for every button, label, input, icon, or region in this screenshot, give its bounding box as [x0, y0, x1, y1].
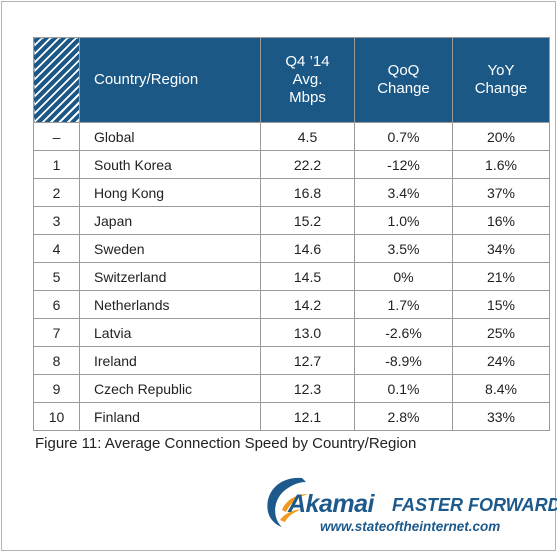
yoy-change-cell: 20% [452, 122, 550, 151]
yoy-header-line1: YoY [487, 62, 515, 79]
avg-mbps-cell: 16.8 [260, 178, 355, 207]
logo-url: www.stateoftheinternet.com [320, 519, 501, 534]
qoq-header-line1: QoQ [387, 62, 420, 79]
avg-mbps-cell: 12.7 [260, 346, 355, 375]
yoy-change-cell: 33% [452, 402, 550, 431]
table-row: 9 Czech Republic 12.3 0.1% 8.4% [33, 374, 550, 403]
avg-mbps-cell: 15.2 [260, 206, 355, 235]
yoy-change-cell: 15% [452, 290, 550, 319]
qoq-change-cell: 0.1% [354, 374, 453, 403]
avg-header-line3: Mbps [289, 89, 326, 106]
qoq-change-cell: 3.4% [354, 178, 453, 207]
avg-mbps-cell: 14.2 [260, 290, 355, 319]
yoy-header-line2: Change [474, 80, 528, 97]
country-cell: Netherlands [79, 290, 261, 319]
rank-cell: 4 [33, 234, 80, 263]
yoy-change-cell: 1.6% [452, 150, 550, 179]
yoy-change-cell: 34% [452, 234, 550, 263]
country-cell: Switzerland [79, 262, 261, 291]
yoy-change-cell: 37% [452, 178, 550, 207]
rank-header [33, 37, 80, 123]
country-header: Country/Region [79, 37, 261, 123]
qoq-change-cell: 3.5% [354, 234, 453, 263]
avg-mbps-cell: 14.5 [260, 262, 355, 291]
akamai-swoosh-icon [267, 477, 308, 527]
yoy-change-cell: 21% [452, 262, 550, 291]
rank-cell: – [33, 122, 80, 151]
country-cell: Sweden [79, 234, 261, 263]
avg-mbps-cell: 12.3 [260, 374, 355, 403]
qoq-change-header: QoQ Change [354, 37, 453, 123]
country-cell: Global [79, 122, 261, 151]
yoy-change-cell: 25% [452, 318, 550, 347]
country-cell: Finland [79, 402, 261, 431]
table-row: 7 Latvia 13.0 -2.6% 25% [33, 318, 550, 347]
logo-tagline: FASTER FORWARD [392, 495, 557, 515]
rank-cell: 7 [33, 318, 80, 347]
table-row: 3 Japan 15.2 1.0% 16% [33, 206, 550, 235]
table-header-row: Country/Region Q4 ’14 Avg. Mbps QoQ Chan… [33, 37, 550, 123]
rank-cell: 3 [33, 206, 80, 235]
qoq-change-cell: 0.7% [354, 122, 453, 151]
rank-cell: 2 [33, 178, 80, 207]
avg-mbps-cell: 12.1 [260, 402, 355, 431]
yoy-change-cell: 8.4% [452, 374, 550, 403]
rank-cell: 1 [33, 150, 80, 179]
qoq-change-cell: 1.7% [354, 290, 453, 319]
rank-cell: 10 [33, 402, 80, 431]
country-cell: Latvia [79, 318, 261, 347]
figure-caption: Figure 11: Average Connection Speed by C… [35, 435, 417, 452]
rank-cell: 9 [33, 374, 80, 403]
connection-speed-table: Country/Region Q4 ’14 Avg. Mbps QoQ Chan… [33, 37, 550, 431]
yoy-change-cell: 24% [452, 346, 550, 375]
akamai-wordmark: Akamai [288, 490, 374, 518]
avg-header-line1: Q4 ’14 [285, 53, 330, 70]
qoq-change-cell: 1.0% [354, 206, 453, 235]
table-row: 5 Switzerland 14.5 0% 21% [33, 262, 550, 291]
qoq-change-cell: 0% [354, 262, 453, 291]
table-row: 1 South Korea 22.2 -12% 1.6% [33, 150, 550, 179]
avg-mbps-header: Q4 ’14 Avg. Mbps [260, 37, 355, 123]
rank-cell: 5 [33, 262, 80, 291]
country-cell: Hong Kong [79, 178, 261, 207]
avg-mbps-cell: 13.0 [260, 318, 355, 347]
country-cell: Ireland [79, 346, 261, 375]
qoq-header-line2: Change [377, 80, 430, 97]
rank-cell: 8 [33, 346, 80, 375]
avg-header-line2: Avg. [292, 71, 323, 88]
avg-mbps-cell: 14.6 [260, 234, 355, 263]
qoq-change-cell: -2.6% [354, 318, 453, 347]
country-cell: South Korea [79, 150, 261, 179]
yoy-change-cell: 16% [452, 206, 550, 235]
qoq-change-cell: 2.8% [354, 402, 453, 431]
table-row: 2 Hong Kong 16.8 3.4% 37% [33, 178, 550, 207]
avg-mbps-cell: 4.5 [260, 122, 355, 151]
country-cell: Japan [79, 206, 261, 235]
table-row: 6 Netherlands 14.2 1.7% 15% [33, 290, 550, 319]
avg-mbps-cell: 22.2 [260, 150, 355, 179]
akamai-logo: Akamai FASTER FORWARD www.stateoftheinte… [258, 470, 557, 540]
table-row: 8 Ireland 12.7 -8.9% 24% [33, 346, 550, 375]
table-row: 4 Sweden 14.6 3.5% 34% [33, 234, 550, 263]
rank-cell: 6 [33, 290, 80, 319]
table-row: 10 Finland 12.1 2.8% 33% [33, 402, 550, 431]
qoq-change-cell: -8.9% [354, 346, 453, 375]
table-row: – Global 4.5 0.7% 20% [33, 122, 550, 151]
qoq-change-cell: -12% [354, 150, 453, 179]
yoy-change-header: YoY Change [452, 37, 550, 123]
country-cell: Czech Republic [79, 374, 261, 403]
